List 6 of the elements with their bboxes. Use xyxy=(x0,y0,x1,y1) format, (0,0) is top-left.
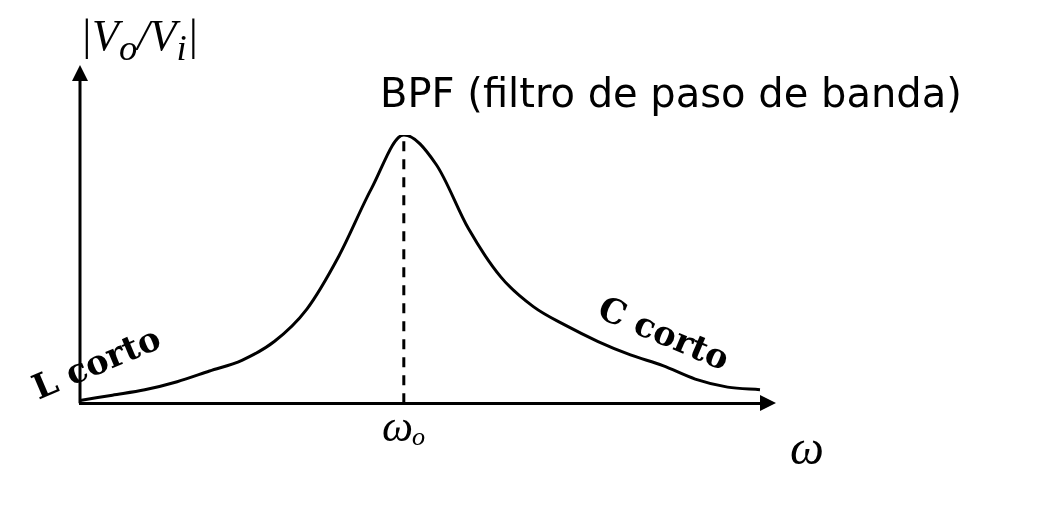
x-axis-title: ω xyxy=(790,420,824,475)
annotation: L corto xyxy=(26,317,167,408)
y-axis-title: |V$_{o}$/V$_{i}$| xyxy=(80,10,199,69)
chart-title: BPF (filtro de paso de banda) xyxy=(380,70,962,116)
text: ωₒ xyxy=(381,401,426,451)
annotation: C corto xyxy=(592,287,736,379)
